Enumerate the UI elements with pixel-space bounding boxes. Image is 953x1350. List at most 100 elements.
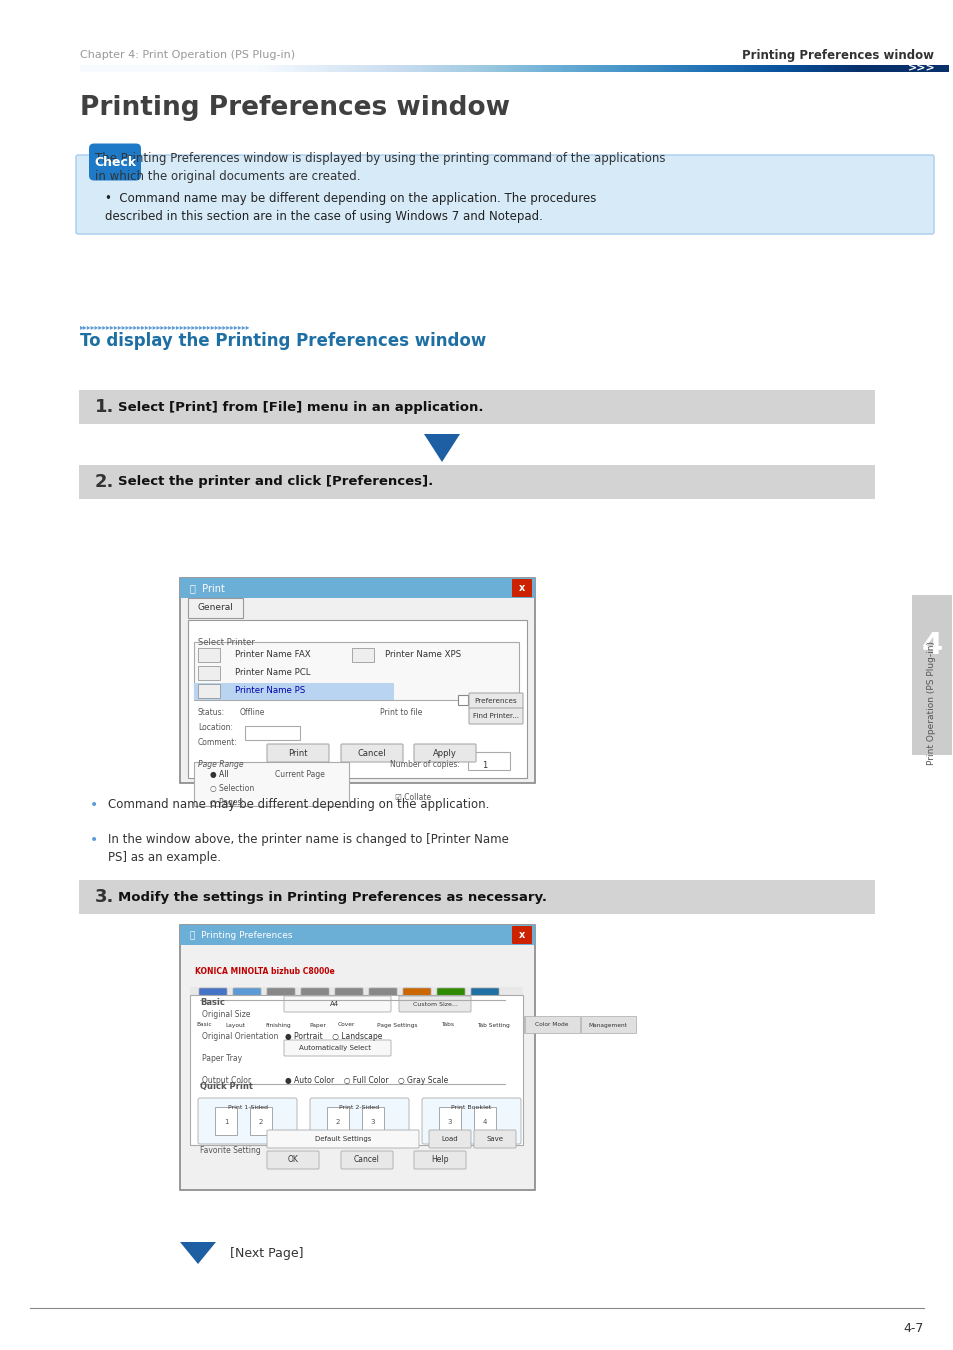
- Text: Load: Load: [441, 1135, 457, 1142]
- Text: Command name may be different depending on the application.: Command name may be different depending …: [108, 798, 489, 811]
- FancyBboxPatch shape: [369, 988, 396, 1012]
- FancyBboxPatch shape: [198, 1098, 296, 1143]
- Text: Select Printer: Select Printer: [198, 639, 254, 647]
- Bar: [214, 1107, 236, 1135]
- Text: Management: Management: [588, 1022, 627, 1027]
- Text: Printing Preferences window: Printing Preferences window: [80, 95, 510, 122]
- FancyBboxPatch shape: [414, 1152, 465, 1169]
- Text: 🖨  Printing Preferences: 🖨 Printing Preferences: [190, 930, 293, 940]
- Text: A4: A4: [330, 1000, 339, 1007]
- FancyBboxPatch shape: [180, 578, 535, 783]
- FancyBboxPatch shape: [474, 1130, 516, 1148]
- Bar: [911, 595, 951, 755]
- Text: Printer Name FAX: Printer Name FAX: [234, 649, 311, 659]
- Bar: [193, 683, 394, 701]
- Text: Comment:: Comment:: [198, 738, 237, 747]
- Bar: [457, 695, 468, 705]
- FancyBboxPatch shape: [429, 1130, 471, 1148]
- Text: Print 1-Sided: Print 1-Sided: [227, 1106, 267, 1110]
- Text: In the window above, the printer name is changed to [Printer Name
PS] as an exam: In the window above, the printer name is…: [108, 833, 508, 864]
- Text: Modify the settings in Printing Preferences as necessary.: Modify the settings in Printing Preferen…: [118, 891, 546, 903]
- Text: x: x: [518, 930, 524, 940]
- Text: Tab Setting: Tab Setting: [476, 1022, 509, 1027]
- Text: 4-7: 4-7: [902, 1322, 923, 1335]
- FancyBboxPatch shape: [188, 598, 243, 618]
- Text: Printer Name XPS: Printer Name XPS: [385, 649, 460, 659]
- Text: 2: 2: [335, 1119, 340, 1125]
- FancyBboxPatch shape: [79, 464, 874, 500]
- FancyBboxPatch shape: [469, 707, 522, 724]
- Text: 3: 3: [371, 1119, 375, 1125]
- Text: ● All: ● All: [210, 769, 229, 779]
- Text: 1: 1: [224, 1119, 228, 1125]
- FancyBboxPatch shape: [512, 579, 532, 597]
- FancyBboxPatch shape: [310, 1098, 409, 1143]
- Bar: [198, 666, 220, 680]
- Bar: [468, 752, 510, 769]
- Text: Cover: Cover: [337, 1022, 355, 1027]
- FancyBboxPatch shape: [402, 988, 431, 1012]
- Bar: [198, 684, 220, 698]
- Text: Page Settings: Page Settings: [376, 1022, 417, 1027]
- Bar: [198, 648, 220, 662]
- FancyBboxPatch shape: [436, 988, 464, 1012]
- Text: Page Range: Page Range: [198, 760, 243, 770]
- Bar: [193, 643, 518, 701]
- Bar: [188, 620, 526, 778]
- Bar: [193, 761, 349, 806]
- Text: Quick Print: Quick Print: [200, 1081, 253, 1091]
- FancyBboxPatch shape: [267, 1130, 418, 1148]
- Text: 3: 3: [447, 1119, 452, 1125]
- FancyBboxPatch shape: [398, 996, 471, 1012]
- Bar: [190, 995, 522, 1145]
- FancyBboxPatch shape: [267, 744, 329, 761]
- Bar: [352, 648, 374, 662]
- Text: Layout: Layout: [225, 1022, 245, 1027]
- Polygon shape: [180, 1242, 215, 1264]
- Text: Basic: Basic: [196, 1022, 212, 1027]
- Text: Number of copies:: Number of copies:: [390, 760, 459, 770]
- FancyBboxPatch shape: [267, 1152, 318, 1169]
- Text: Original Orientation: Original Orientation: [202, 1031, 278, 1041]
- FancyBboxPatch shape: [76, 155, 933, 234]
- Text: ● Portrait    ○ Landscape: ● Portrait ○ Landscape: [285, 1031, 382, 1041]
- FancyBboxPatch shape: [512, 926, 532, 944]
- Text: Save: Save: [486, 1135, 503, 1142]
- Text: [Next Page]: [Next Page]: [230, 1247, 303, 1260]
- FancyBboxPatch shape: [79, 880, 874, 914]
- Bar: [219, 1017, 252, 1033]
- Bar: [579, 1017, 635, 1033]
- Text: ○ Pages:: ○ Pages:: [210, 798, 244, 807]
- Text: KONICA MINOLTA bizhub C8000e: KONICA MINOLTA bizhub C8000e: [194, 967, 335, 976]
- Text: Print Operation (PS Plug-in): Print Operation (PS Plug-in): [926, 641, 936, 765]
- Text: Printer Name PCL: Printer Name PCL: [234, 667, 310, 676]
- Text: Select [Print] from [File] menu in an application.: Select [Print] from [File] menu in an ap…: [118, 401, 483, 413]
- FancyBboxPatch shape: [284, 1040, 391, 1056]
- Text: Print Booklet: Print Booklet: [451, 1106, 491, 1110]
- Text: Current Page: Current Page: [274, 769, 325, 779]
- Text: Cancel: Cancel: [357, 748, 386, 757]
- Bar: [190, 987, 522, 1015]
- Bar: [462, 1017, 523, 1033]
- Text: Status:: Status:: [198, 707, 225, 717]
- Bar: [474, 1107, 496, 1135]
- Bar: [190, 1017, 218, 1033]
- Text: Preferences: Preferences: [475, 698, 517, 703]
- Bar: [333, 1017, 360, 1033]
- FancyBboxPatch shape: [469, 693, 522, 709]
- Bar: [180, 925, 535, 945]
- Text: Print: Print: [288, 748, 308, 757]
- FancyBboxPatch shape: [471, 988, 498, 1012]
- FancyBboxPatch shape: [180, 925, 535, 1189]
- Text: Custom Size...: Custom Size...: [412, 1002, 456, 1007]
- FancyBboxPatch shape: [301, 988, 329, 1012]
- Text: Apply: Apply: [433, 748, 456, 757]
- Text: ○ Selection: ○ Selection: [210, 784, 254, 792]
- Text: 2: 2: [258, 1119, 263, 1125]
- Text: Automatically Select: Automatically Select: [298, 1045, 371, 1052]
- Bar: [524, 1017, 578, 1033]
- Text: Output Color: Output Color: [202, 1076, 251, 1085]
- Text: Select the printer and click [Preferences].: Select the printer and click [Preference…: [118, 475, 433, 489]
- Text: Default Settings: Default Settings: [314, 1135, 371, 1142]
- Text: Offline: Offline: [240, 707, 265, 717]
